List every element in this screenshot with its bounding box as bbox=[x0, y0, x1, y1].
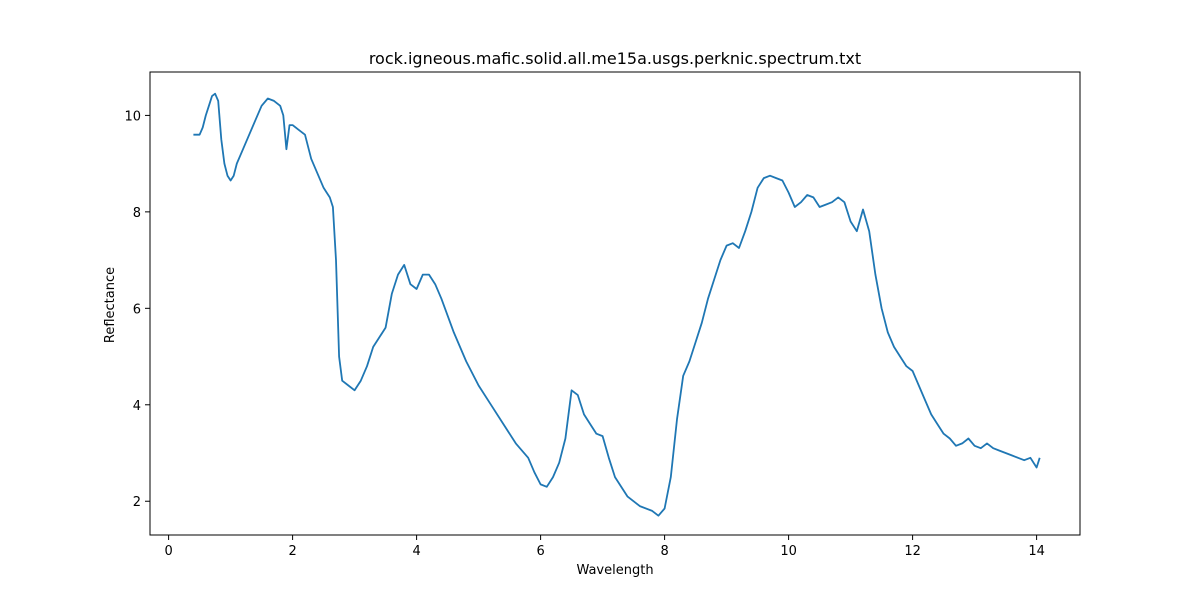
chart-title: rock.igneous.mafic.solid.all.me15a.usgs.… bbox=[369, 49, 861, 68]
x-axis-label: Wavelength bbox=[576, 563, 653, 578]
x-tick-label: 8 bbox=[660, 544, 668, 559]
plot-area bbox=[193, 92, 1041, 517]
axes: 0 2 4 6 8 10 12 14 2 4 6 8 10 bbox=[124, 71, 1081, 559]
x-tick-label: 12 bbox=[904, 544, 921, 559]
y-tick-label: 2 bbox=[133, 495, 141, 510]
y-tick-label: 4 bbox=[133, 399, 141, 414]
y-tick-label: 10 bbox=[124, 109, 141, 124]
x-tick-label: 0 bbox=[164, 544, 172, 559]
x-tick-label: 6 bbox=[536, 544, 544, 559]
x-tick-label: 2 bbox=[288, 544, 296, 559]
x-tick-label: 4 bbox=[412, 544, 420, 559]
y-tick-label: 6 bbox=[133, 302, 141, 317]
x-tick-label: 10 bbox=[780, 544, 797, 559]
y-tick-label: 8 bbox=[133, 206, 141, 221]
reflectance-series-line bbox=[193, 92, 1041, 517]
x-tick-label: 14 bbox=[1028, 544, 1045, 559]
plot-frame bbox=[149, 71, 1081, 536]
y-axis-label: Reflectance bbox=[103, 267, 118, 343]
